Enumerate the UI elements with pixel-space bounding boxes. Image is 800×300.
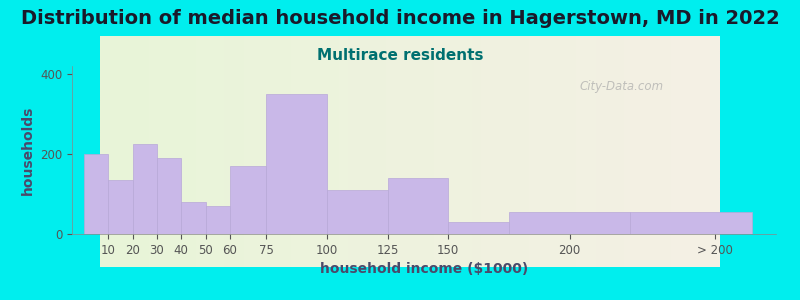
Bar (266, 94, 327, 234)
Bar (157, 158, 182, 234)
Bar (84, 154, 109, 234)
Text: City-Data.com: City-Data.com (579, 80, 663, 93)
Bar (182, 202, 206, 234)
X-axis label: household income ($1000): household income ($1000) (320, 262, 528, 276)
Y-axis label: households: households (21, 105, 34, 195)
Text: Distribution of median household income in Hagerstown, MD in 2022: Distribution of median household income … (21, 9, 779, 28)
Bar (230, 166, 266, 234)
Bar (387, 178, 448, 234)
Bar (630, 212, 752, 234)
Bar (448, 222, 509, 234)
Bar (133, 144, 157, 234)
Text: Multirace residents: Multirace residents (317, 48, 483, 63)
Bar (109, 180, 133, 234)
Bar (206, 206, 230, 234)
Bar (509, 212, 630, 234)
Bar (327, 190, 387, 234)
